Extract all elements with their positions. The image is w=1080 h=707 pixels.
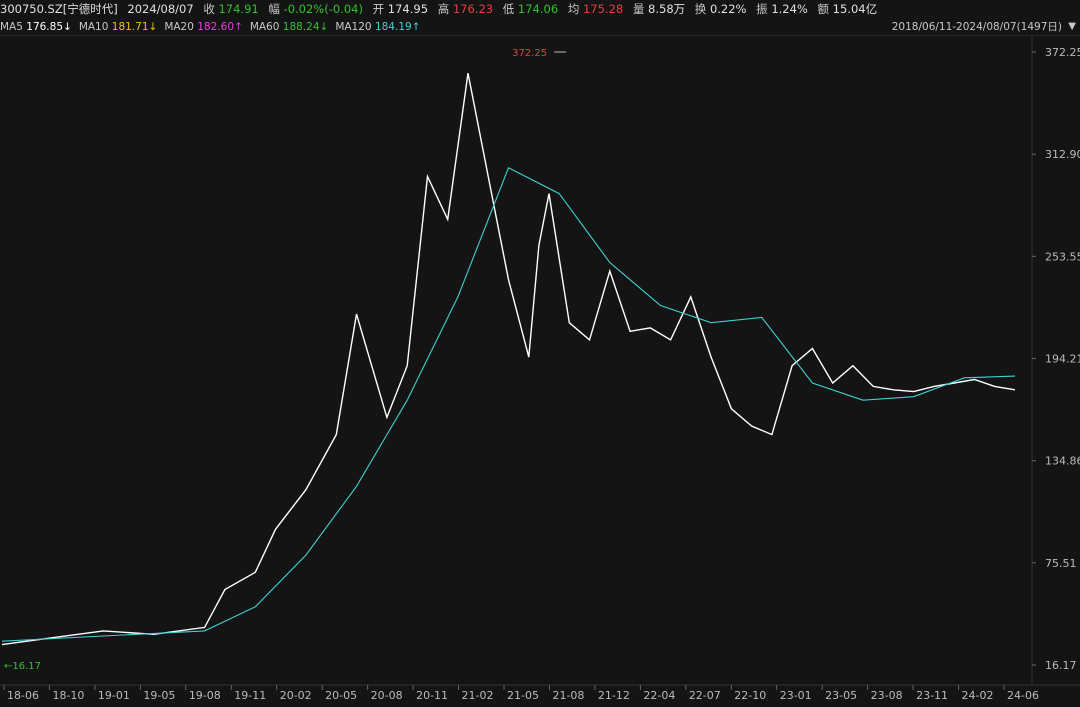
y-tick-label: 312.90 [1045,148,1080,161]
ma-item-ma20: MA20 182.60↑ [164,21,243,33]
x-tick-label: 21-05 [507,689,539,702]
change-value: -0.02%(-0.04) [283,2,363,16]
x-tick-label: 20-02 [280,689,312,702]
x-tick-label: 24-02 [962,689,994,702]
low-label: 低 [502,2,515,16]
amplitude-label: 振 [756,2,768,16]
quote-header: 300750.SZ[宁德时代] 2024/08/07 收 174.91 幅 -0… [0,0,1080,19]
x-tick-label: 18-06 [7,689,39,702]
x-tick-label: 20-11 [416,689,448,702]
y-tick-label: 372.25 [1045,46,1080,59]
x-tick-label: 22-07 [689,689,721,702]
turnover-field: 换 0.22% [695,2,747,16]
low-field: 低 174.06 [503,2,558,16]
amplitude-value: 1.24% [771,2,808,16]
amplitude-field: 振 1.24% [756,2,808,16]
amount-label: 额 [817,2,830,16]
vol-value: 8.58万 [648,2,686,16]
x-tick-label: 19-08 [189,689,221,702]
low-value: 174.06 [517,2,559,16]
x-tick-label: 19-11 [234,689,266,702]
ma-value: 176.85↓ [26,21,72,33]
x-tick-label: 21-08 [552,689,584,702]
ma-value: 184.19↑ [374,21,421,33]
quote-date: 2024/08/07 [127,2,194,16]
y-tick-label: 16.17 [1045,659,1077,672]
high-label: 高 [437,2,450,16]
x-tick-label: 19-01 [98,689,130,702]
range-dropdown-icon[interactable]: ▼ [1068,21,1076,32]
close-label: 收 [203,2,215,16]
ma-label: MA20 [164,21,198,33]
ma-item-ma10: MA10 181.71↓ [79,21,158,33]
x-tick-label: 22-04 [643,689,675,702]
stock-code[interactable]: 300750.SZ[宁德时代] [0,2,118,16]
change-label: 幅 [268,2,280,16]
ma-item-ma60: MA60 188.24↓ [250,21,329,33]
change-field: 幅 -0.02%(-0.04) [268,2,363,16]
turnover-label: 换 [694,2,707,16]
x-tick-label: 24-06 [1007,689,1039,702]
ma-value: 182.60↑ [197,21,243,33]
x-tick-label: 23-05 [825,689,857,702]
vol-label: 量 [632,2,645,16]
vol-field: 量 8.58万 [633,2,685,16]
high-field: 高 176.23 [438,2,493,16]
series-line-1 [1,167,1016,642]
close-field: 收 174.91 [203,2,258,16]
ma-value: 188.24↓ [282,21,329,33]
x-tick-label: 20-08 [371,689,403,702]
ma-item-ma5: MA5 176.85↓ [0,21,72,33]
x-tick-label: 23-11 [916,689,948,702]
x-tick-label: 20-05 [325,689,357,702]
x-tick-label: 21-12 [598,689,630,702]
min-annotation: ←16.17 [4,661,41,672]
x-tick-label: 21-02 [462,689,494,702]
x-tick-label: 19-05 [143,689,175,702]
open-label: 开 [372,2,385,16]
max-annotation: 372.25 [512,48,547,59]
amount-field: 额 15.04亿 [818,2,878,16]
x-tick-label: 22-10 [734,689,766,702]
y-tick-label: 75.51 [1045,557,1077,570]
ma-bar: MA5 176.85↓ MA10 181.71↓ MA20 182.60↑ MA60 … [0,19,1080,36]
x-tick-label: 18-10 [52,689,84,702]
avg-field: 均 175.28 [568,2,623,16]
date-range[interactable]: 2018/06/11-2024/08/07(1497日) [891,21,1062,33]
open-field: 开 174.95 [373,2,428,16]
amount-value: 15.04亿 [832,2,878,16]
high-value: 176.23 [452,2,494,16]
x-tick-label: 23-01 [780,689,812,702]
y-tick-label: 134.86 [1045,455,1080,468]
ma-label: MA5 [0,21,27,33]
turnover-value: 0.22% [709,2,747,16]
close-value: 174.91 [218,2,259,16]
y-tick-label: 194.21 [1045,353,1080,366]
x-tick-label: 23-08 [871,689,903,702]
avg-label: 均 [567,2,580,16]
series-line-0 [1,72,1016,646]
ma-item-ma120: MA120 184.19↑ [335,21,420,33]
open-value: 174.95 [387,2,429,16]
ma-legend: MA5 176.85↓ MA10 181.71↓ MA20 182.60↑ MA60 … [0,21,427,33]
ma-value: 181.71↓ [111,21,158,33]
ma-label: MA10 [78,21,112,33]
ma-label: MA60 [249,21,283,33]
ma-label: MA120 [335,21,375,33]
y-tick-label: 253.55 [1045,250,1080,263]
avg-value: 175.28 [582,2,624,16]
